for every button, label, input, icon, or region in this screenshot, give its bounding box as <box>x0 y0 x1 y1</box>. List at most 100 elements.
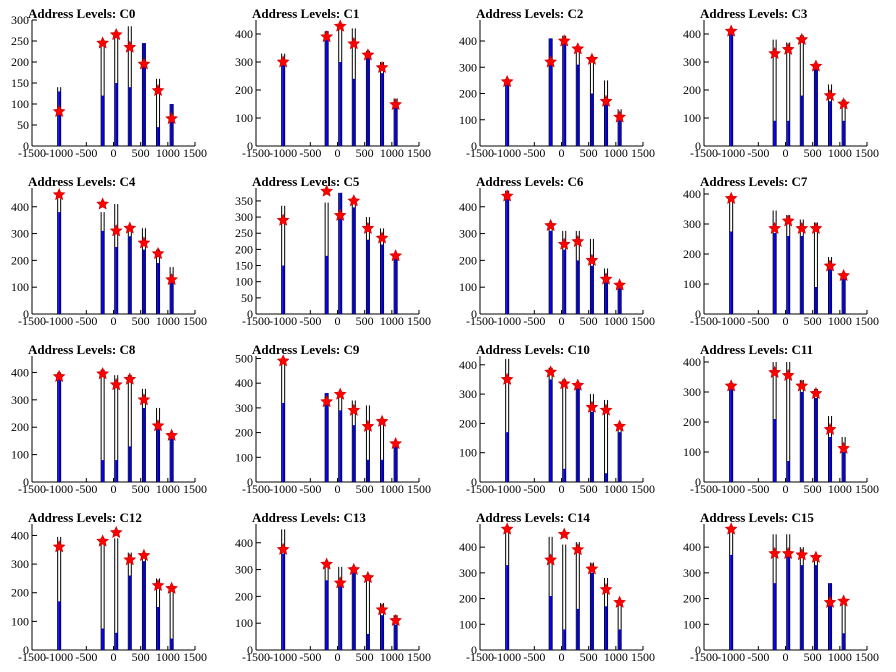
y-tick-label: 100 <box>459 113 477 127</box>
star-marker <box>823 422 837 435</box>
y-tick-label: 100 <box>683 111 701 125</box>
y-tick-label: 200 <box>459 592 477 606</box>
x-tick-label: -1500 <box>18 314 46 328</box>
x-tick-label: 1500 <box>407 482 431 496</box>
star-marker <box>389 97 403 111</box>
star-marker <box>96 197 110 210</box>
x-tick-label: 0 <box>783 314 789 328</box>
y-tick-label: 0 <box>471 475 477 489</box>
star-marker <box>375 603 389 616</box>
star-marker <box>724 379 738 392</box>
bar-blue <box>800 392 804 482</box>
chart-svg: Address Levels: C7 0 100 200 300 400 -1500 -100… <box>683 174 879 328</box>
x-tick-label: -1500 <box>466 482 494 496</box>
bar-blue <box>352 207 356 314</box>
x-tick-label: 0 <box>559 146 565 160</box>
y-tick-label: 400 <box>683 355 701 369</box>
y-tick-label: 300 <box>683 217 701 231</box>
star-marker <box>613 110 627 123</box>
y-tick-label: 0 <box>247 307 253 321</box>
x-tick-label: 0 <box>335 314 341 328</box>
y-tick-label: 400 <box>459 200 477 214</box>
x-tick-label: 500 <box>804 650 822 664</box>
bar-blue <box>730 554 733 650</box>
x-tick-label: -500 <box>75 146 97 160</box>
y-tick-label: 400 <box>459 34 477 48</box>
bar-blue <box>787 120 790 146</box>
star-marker <box>389 249 403 262</box>
y-tick-label: 200 <box>459 416 477 430</box>
y-tick-label: 300 <box>235 401 253 415</box>
star-marker <box>585 253 599 266</box>
star-marker <box>123 372 137 385</box>
chart-panel: Address Levels: C7 0 100 200 300 400 -1500 -100… <box>672 168 896 336</box>
star-marker <box>781 42 795 55</box>
x-tick-label: -500 <box>75 650 97 664</box>
star-marker <box>809 59 823 72</box>
bar-blue <box>394 444 398 482</box>
star-marker <box>276 354 290 367</box>
x-tick-label: -1500 <box>18 650 46 664</box>
star-marker <box>557 377 571 390</box>
bar-blue <box>506 196 509 314</box>
x-tick-label: 1000 <box>604 314 628 328</box>
chart-svg: Address Levels: C14 0 100 200 300 400 -1500 -10… <box>459 510 655 664</box>
y-tick-label: 200 <box>11 55 29 69</box>
x-tick-label: -500 <box>747 314 769 328</box>
bar-blue <box>842 633 846 650</box>
x-tick-label: 500 <box>580 650 598 664</box>
bar-blue <box>142 408 146 482</box>
chart-svg: Address Levels: C90100200300400500-1500-… <box>235 342 431 496</box>
y-tick-label: 400 <box>683 187 701 201</box>
star-marker <box>557 34 571 47</box>
star-marker <box>109 224 123 237</box>
star-marker <box>768 46 782 60</box>
star-marker <box>165 272 179 286</box>
x-tick-label: -1500 <box>690 146 718 160</box>
y-tick-label: 0 <box>695 307 701 321</box>
bar-blue <box>339 582 342 650</box>
star-marker <box>375 60 389 74</box>
star-marker <box>613 595 627 608</box>
chart-panel: Address Levels: C3 0 100 200 300 400 -1500 -100… <box>672 0 896 168</box>
star-marker <box>781 214 795 227</box>
chart-title: Address Levels: C14 <box>476 510 590 525</box>
star-marker <box>599 94 613 107</box>
y-tick-label: 300 <box>235 563 253 577</box>
y-tick-label: 0 <box>695 139 701 153</box>
x-tick-label: 1500 <box>631 650 655 664</box>
star-marker <box>500 189 514 202</box>
chart-svg: Address Levels: C11 0 100 200 300 400 -1500 -10… <box>683 342 879 496</box>
bar-blue <box>282 64 285 146</box>
bar-blue <box>170 275 174 314</box>
chart-title: Address Levels: C5 <box>252 174 360 189</box>
y-tick-label: 300 <box>683 385 701 399</box>
bar-blue <box>506 432 509 482</box>
x-tick-label: 500 <box>804 314 822 328</box>
star-marker <box>96 36 110 49</box>
chart-title: Address Levels: C3 <box>700 6 808 21</box>
star-marker <box>724 522 738 535</box>
star-marker <box>109 27 123 41</box>
bar-blue <box>800 565 804 650</box>
star-marker <box>500 74 514 88</box>
x-tick-label: -1500 <box>242 146 270 160</box>
x-tick-label: 500 <box>804 482 822 496</box>
y-tick-label: 0 <box>247 643 253 657</box>
bar-blue <box>590 572 594 650</box>
star-marker <box>123 221 137 234</box>
bar-blue <box>605 473 608 482</box>
star-marker <box>320 557 334 570</box>
star-marker <box>585 562 599 575</box>
y-tick-label: 400 <box>235 376 253 390</box>
x-tick-label: -1500 <box>690 650 718 664</box>
chart-svg: Address Levels: C1 0 100 200 300 400 -1500 -100… <box>235 6 431 160</box>
bar-blue <box>58 601 61 650</box>
bar-blue <box>787 552 790 650</box>
star-marker <box>809 221 823 234</box>
x-tick-label: -1000 <box>269 650 297 664</box>
bar-blue <box>605 100 608 146</box>
chart-panel: Address Levels: C1 0 100 200 300 400 -1500 -100… <box>224 0 448 168</box>
chart-panel: Address Levels: C11 0 100 200 300 400 -1500 -10… <box>672 336 896 504</box>
bar-blue <box>814 565 818 650</box>
